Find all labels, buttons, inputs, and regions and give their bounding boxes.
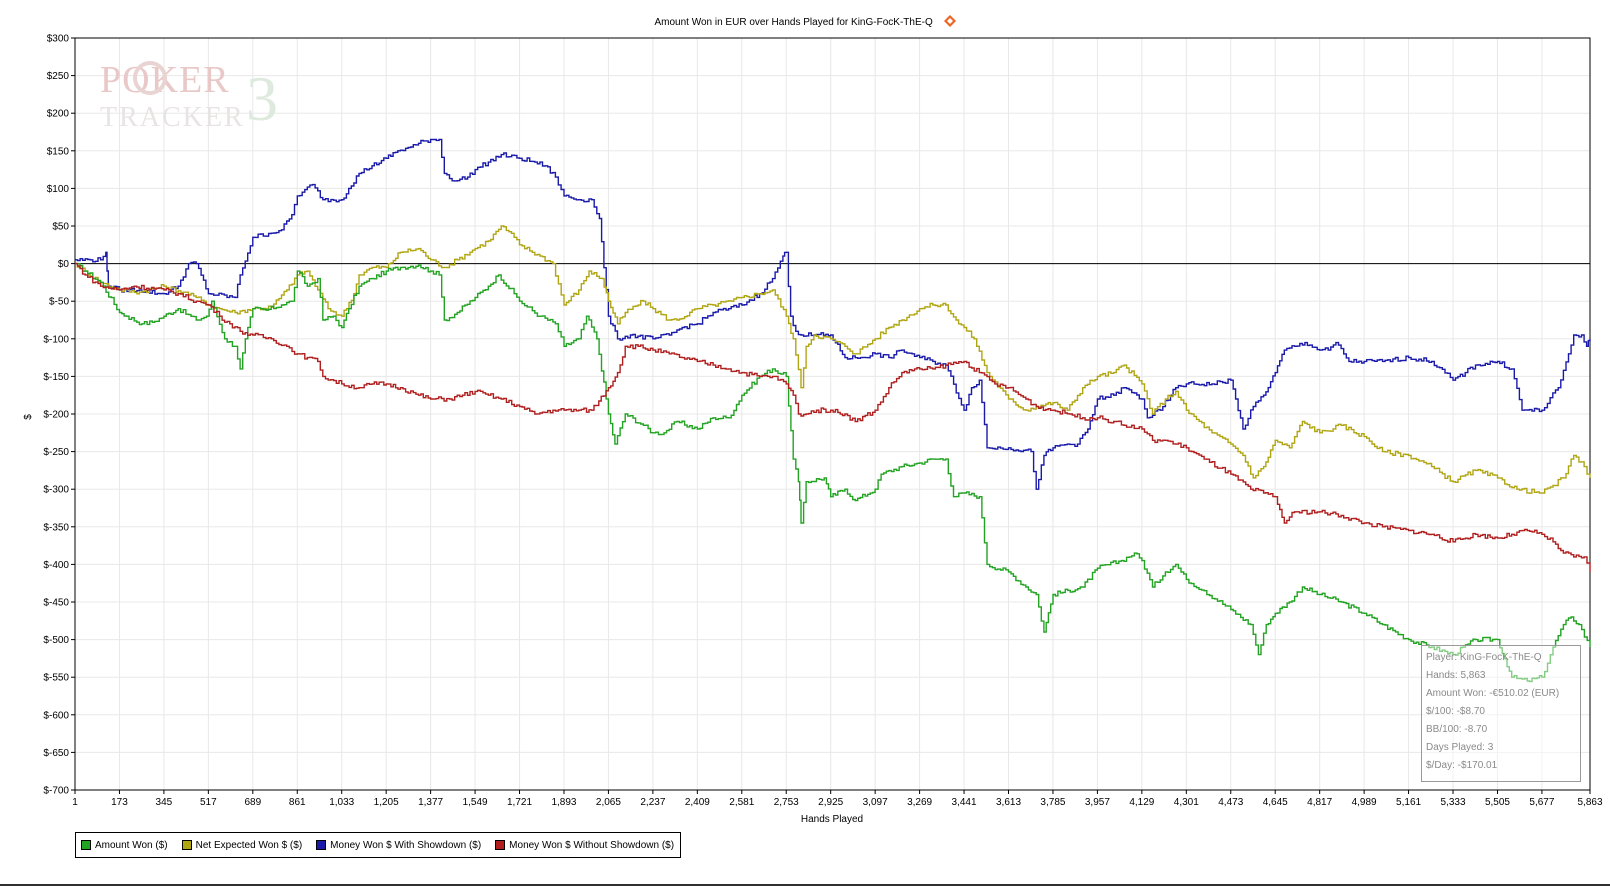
x-tick-label: 4,301 <box>1174 797 1199 808</box>
series-line <box>75 262 1591 572</box>
legend-label: Money Won $ Without Showdown ($) <box>509 839 675 851</box>
x-tick-label: 3,269 <box>907 797 932 808</box>
chart-title-text: Amount Won in EUR over Hands Played for … <box>654 17 933 28</box>
y-tick-label: $150 <box>47 146 70 157</box>
y-tick-label: $-550 <box>43 673 69 684</box>
y-tick-label: $-300 <box>43 485 69 496</box>
y-tick-label: $-650 <box>43 748 69 759</box>
legend-swatch <box>316 840 327 850</box>
ticks-layer: $300 $250 $200 $150 $100 $50 $0 $-50 $-100 $-150 $… <box>43 34 1603 809</box>
legend-swatch <box>81 840 91 850</box>
bottom-divider <box>0 884 1610 886</box>
x-tick-label: 689 <box>244 797 261 808</box>
series-line <box>75 138 1591 490</box>
x-tick-label: 1,205 <box>374 797 399 808</box>
y-tick-label: $200 <box>47 109 70 120</box>
legend-label: Amount Won ($) <box>95 839 168 851</box>
y-tick-label: $-350 <box>43 522 69 533</box>
x-tick-label: 5,863 <box>1577 797 1602 808</box>
stats-tooltip: Player: KinG-FocK-ThE-Q Hands: 5,863 Amo… <box>1421 645 1581 782</box>
x-tick-label: 4,645 <box>1263 797 1288 808</box>
x-tick-label: 5,677 <box>1529 797 1554 808</box>
x-tick-label: 345 <box>156 797 173 808</box>
tooltip-hands: Hands: 5,863 <box>1426 670 1486 681</box>
x-tick-label: 1,549 <box>463 797 488 808</box>
y-tick-label: $300 <box>47 34 70 45</box>
tooltip-days-played: Days Played: 3 <box>1426 742 1494 753</box>
series-layer <box>75 138 1591 683</box>
legend-item[interactable]: Money Won $ Without Showdown ($) <box>495 840 674 851</box>
x-tick-label: 1,377 <box>418 797 443 808</box>
y-tick-label: $-50 <box>49 297 69 308</box>
legend-label: Money Won $ With Showdown ($) <box>330 839 482 851</box>
x-tick-label: 1,721 <box>507 797 532 808</box>
x-tick-label: 2,925 <box>818 797 843 808</box>
watermark-digit: 3 <box>246 63 278 130</box>
y-tick-label: $-100 <box>43 334 69 345</box>
legend-label: Net Expected Won $ ($) <box>195 839 303 851</box>
x-tick-label: 4,989 <box>1352 797 1377 808</box>
tooltip-amount-won: Amount Won: -€510.02 (EUR) <box>1426 688 1560 699</box>
y-tick-label: $-150 <box>43 372 69 383</box>
x-tick-label: 5,333 <box>1441 797 1466 808</box>
x-tick-label: 2,753 <box>774 797 799 808</box>
x-tick-label: 3,441 <box>952 797 977 808</box>
x-tick-label: 4,129 <box>1129 797 1154 808</box>
x-tick-label: 3,957 <box>1085 797 1110 808</box>
x-tick-label: 5,505 <box>1485 797 1510 808</box>
tooltip-dollars-per-day: $/Day: -$170.01 <box>1426 760 1498 771</box>
x-tick-label: 1,893 <box>551 797 576 808</box>
y-tick-label: $50 <box>52 222 69 233</box>
watermark-line2: TRACKER <box>100 102 245 130</box>
y-tick-label: $-200 <box>43 410 69 421</box>
x-tick-label: 5,161 <box>1396 797 1421 808</box>
y-tick-label: $0 <box>58 259 70 270</box>
x-tick-label: 1 <box>72 797 78 808</box>
chip-icon <box>133 61 167 95</box>
y-tick-label: $-600 <box>43 710 69 721</box>
poker-tracker-diamond-icon[interactable] <box>943 15 956 27</box>
y-tick-label: $100 <box>47 184 70 195</box>
y-tick-label: $-500 <box>43 635 69 646</box>
y-tick-label: $-250 <box>43 447 69 458</box>
x-tick-label: 3,097 <box>863 797 888 808</box>
legend-item[interactable]: Net Expected Won $ ($) <box>181 839 303 851</box>
chart-title: Amount Won in EUR over Hands Played for … <box>0 15 1610 28</box>
tooltip-player: Player: KinG-FocK-ThE-Q <box>1426 652 1542 663</box>
legend-swatch <box>495 840 506 850</box>
legend-item[interactable]: Money Won $ With Showdown ($) <box>316 840 481 851</box>
x-tick-label: 1,033 <box>329 797 354 808</box>
x-tick-label: 3,785 <box>1040 797 1065 808</box>
x-axis-title: Hands Played <box>801 814 863 825</box>
x-tick-label: 4,473 <box>1218 797 1243 808</box>
tooltip-dollars-per-100: $/100: -$8.70 <box>1426 706 1485 717</box>
x-tick-label: 2,237 <box>640 797 665 808</box>
x-tick-label: 2,409 <box>685 797 710 808</box>
legend-item[interactable]: Amount Won ($) <box>81 840 168 851</box>
tooltip-bb-per-100: BB/100: -8.70 <box>1426 724 1488 735</box>
grid-layer <box>74 37 1591 791</box>
y-axis-title: $ <box>23 414 34 420</box>
x-tick-label: 861 <box>289 797 306 808</box>
x-tick-label: 517 <box>200 797 217 808</box>
x-tick-label: 3,613 <box>996 797 1021 808</box>
legend-swatch <box>181 840 192 850</box>
x-tick-label: 2,065 <box>596 797 621 808</box>
series-line <box>75 225 1591 494</box>
x-tick-label: 4,817 <box>1307 797 1332 808</box>
series-line <box>75 262 1591 683</box>
x-tick-label: 173 <box>111 797 128 808</box>
y-tick-label: $-400 <box>43 560 69 571</box>
y-tick-label: $250 <box>47 71 70 82</box>
x-tick-label: 2,581 <box>729 797 754 808</box>
poker-tracker-watermark-logo: POKER TRACKER 3 <box>100 59 278 130</box>
y-tick-label: $-700 <box>43 786 69 797</box>
chart-legend: Amount Won ($) Net Expected Won $ ($) Mone… <box>75 832 682 858</box>
y-tick-label: $-450 <box>43 598 69 609</box>
